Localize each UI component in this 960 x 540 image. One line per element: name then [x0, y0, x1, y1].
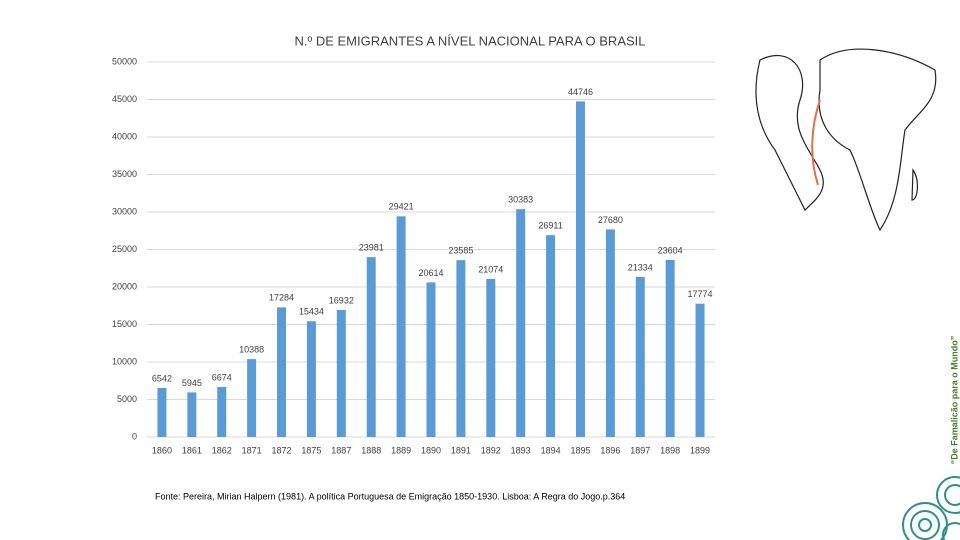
decoration [902, 476, 960, 540]
bar [605, 229, 615, 437]
data-label: 6542 [152, 373, 172, 383]
x-tick-label: 1892 [481, 445, 501, 455]
x-tick-label: 1887 [331, 445, 351, 455]
data-label: 23981 [359, 243, 384, 253]
bar [516, 209, 526, 437]
data-label: 17284 [269, 293, 294, 303]
y-tick-label: 25000 [112, 244, 137, 254]
x-tick-label: 1860 [152, 445, 172, 455]
x-tick-label: 1871 [242, 445, 262, 455]
bar [575, 101, 585, 437]
data-label: 26911 [538, 221, 562, 231]
y-tick-label: 50000 [112, 56, 137, 66]
y-tick-label: 10000 [112, 356, 137, 366]
bar [486, 278, 496, 437]
bar [426, 282, 436, 437]
data-label: 5945 [182, 378, 202, 388]
bar [277, 307, 287, 437]
data-label: 23604 [658, 245, 683, 255]
data-label: 27680 [598, 215, 623, 225]
x-tick-label: 1875 [301, 445, 321, 455]
data-label: 21334 [628, 262, 653, 272]
data-label: 23585 [448, 245, 473, 255]
footnote: Fonte: Pereira, Mirian Halpern (1981). A… [155, 491, 625, 501]
data-label: 17774 [688, 289, 713, 299]
x-tick-label: 1897 [630, 445, 650, 455]
x-tick-label: 1889 [391, 445, 411, 455]
bar [217, 386, 227, 437]
data-label: 6674 [212, 372, 232, 382]
data-label: 21074 [478, 264, 503, 274]
x-tick-label: 1888 [361, 445, 381, 455]
x-tick-label: 1899 [690, 445, 710, 455]
y-tick-label: 45000 [112, 94, 137, 104]
y-tick-label: 35000 [112, 169, 137, 179]
chart-title: N.º DE EMIGRANTES A NÍVEL NACIONAL PARA … [294, 33, 645, 48]
data-label: 10388 [239, 344, 264, 354]
y-tick-label: 15000 [112, 319, 137, 329]
data-label: 29421 [389, 202, 414, 212]
y-tick-label: 20000 [112, 281, 137, 291]
bar [336, 310, 346, 437]
bar [157, 387, 167, 437]
data-label: 44746 [568, 87, 593, 97]
bar [456, 260, 466, 437]
bar [396, 216, 406, 437]
x-tick-label: 1861 [182, 445, 202, 455]
bar [187, 392, 197, 437]
bar [665, 259, 675, 437]
bar [546, 235, 556, 437]
x-tick-label: 1893 [511, 445, 531, 455]
bar [306, 321, 316, 437]
side-label: “De Famalicão para o Mundo” [949, 336, 959, 465]
x-tick-label: 1895 [570, 445, 590, 455]
bar [695, 303, 705, 437]
bar [635, 276, 645, 437]
data-label: 20614 [418, 268, 443, 278]
y-tick-label: 5000 [117, 394, 137, 404]
y-tick-label: 30000 [112, 206, 137, 216]
world-map [755, 48, 937, 232]
y-tick-label: 0 [132, 431, 137, 441]
data-label: 30383 [508, 195, 533, 205]
x-tick-label: 1896 [600, 445, 620, 455]
x-tick-label: 1891 [451, 445, 471, 455]
bar [366, 257, 376, 437]
x-tick-label: 1872 [272, 445, 292, 455]
bar [247, 359, 257, 437]
x-tick-label: 1862 [212, 445, 232, 455]
y-tick-label: 40000 [112, 131, 137, 141]
data-label: 16932 [329, 295, 354, 305]
x-tick-label: 1890 [421, 445, 441, 455]
x-tick-label: 1894 [541, 445, 561, 455]
data-label: 15434 [299, 307, 324, 317]
x-tick-label: 1898 [660, 445, 680, 455]
